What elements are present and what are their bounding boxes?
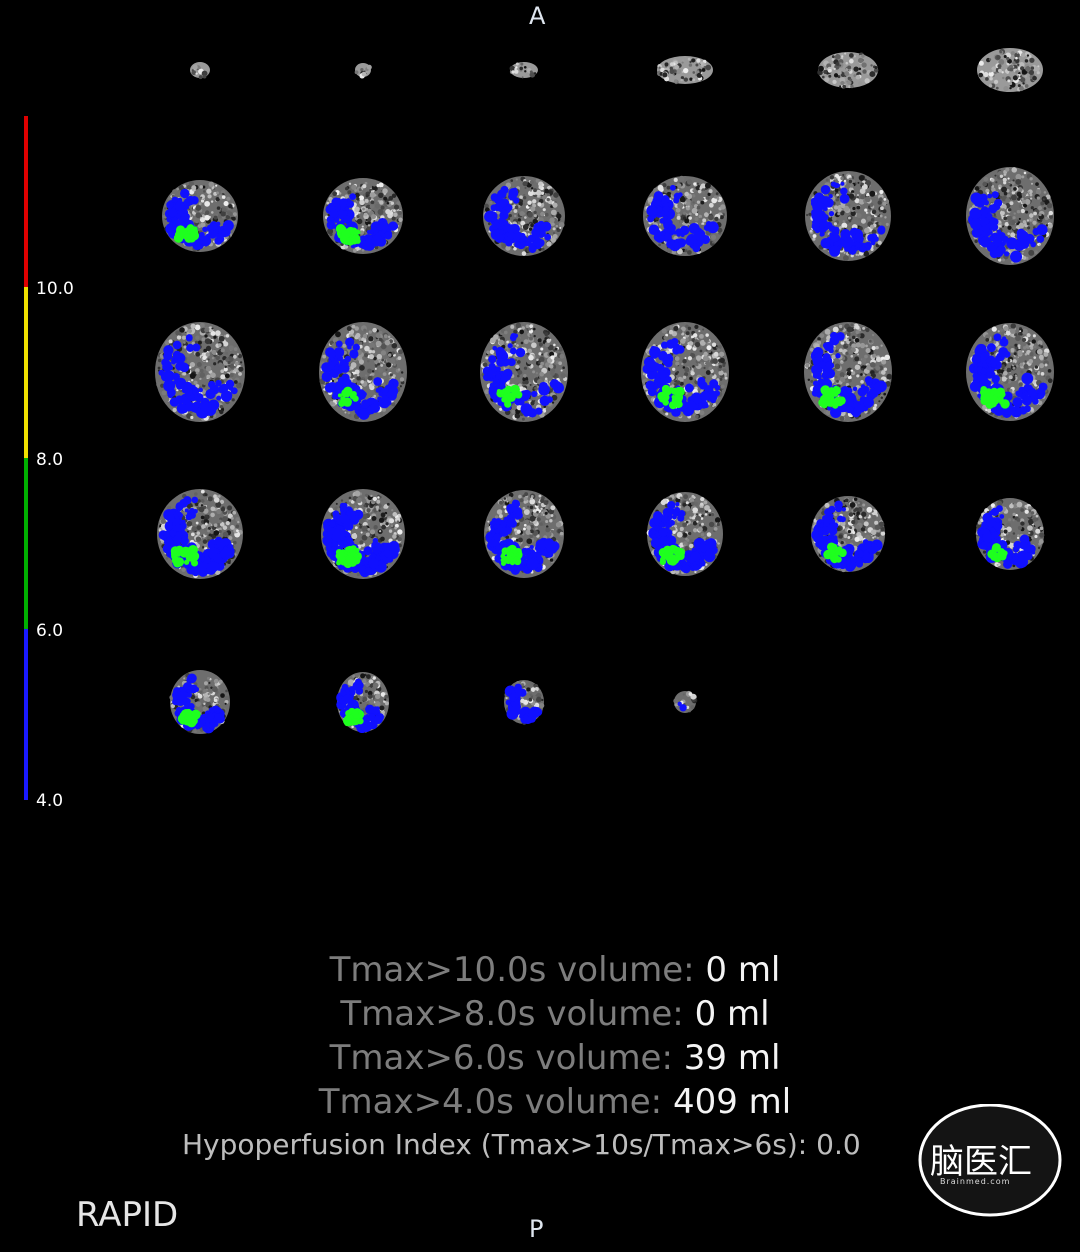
colorbar-segment-red <box>24 116 28 287</box>
brain-slice-thumbnail <box>817 52 879 89</box>
brain-slice-thumbnail <box>323 178 403 254</box>
colorbar-tick-10: 10.0 <box>36 279 74 299</box>
result-line-tmax8: Tmax>8.0s volume: 0 ml <box>0 992 1080 1036</box>
result-label: Tmax>8.0s volume: <box>340 994 684 1034</box>
brain-slice-thumbnail <box>157 489 243 579</box>
result-line-tmax10: Tmax>10.0s volume: 0 ml <box>0 948 1080 992</box>
brain-slice-thumbnail <box>319 322 407 422</box>
colorbar-tick-8: 8.0 <box>36 450 64 470</box>
perfusion-slice-grid <box>155 48 1054 734</box>
brain-slice-thumbnail <box>504 680 545 726</box>
brain-slice-thumbnail <box>321 489 405 579</box>
colorbar-tick-6: 6.0 <box>36 621 64 641</box>
brain-slice-thumbnail <box>169 670 230 734</box>
result-line-tmax6: Tmax>6.0s volume: 39 ml <box>0 1036 1080 1080</box>
brain-slice-thumbnail <box>673 690 698 713</box>
brainmed-watermark: 脑医汇 Brainmed.com <box>918 1103 1062 1218</box>
tmax-colorbar <box>24 116 28 800</box>
brain-slice-thumbnail <box>656 56 713 85</box>
brain-slice-thumbnail <box>966 167 1054 265</box>
colorbar-tick-4: 4.0 <box>36 791 64 811</box>
brain-slice-thumbnail <box>484 490 564 578</box>
result-label: Tmax>6.0s volume: <box>329 1038 673 1078</box>
brain-slice-thumbnail <box>509 62 538 79</box>
anterior-label: A <box>529 2 546 30</box>
watermark-circle-icon <box>918 1103 1062 1217</box>
brain-slice-thumbnail <box>155 322 245 422</box>
hypoperfusion-index: Hypoperfusion Index (Tmax>10s/Tmax>6s): … <box>182 1128 861 1161</box>
posterior-label: P <box>529 1215 544 1243</box>
result-value: 39 ml <box>683 1038 781 1078</box>
brain-slice-thumbnail <box>336 672 389 734</box>
brain-slice-thumbnail <box>162 180 238 252</box>
brain-slice-thumbnail <box>483 176 565 256</box>
rapid-brand-label: RAPID <box>76 1195 179 1235</box>
result-label: Tmax>4.0s volume: <box>318 1082 663 1122</box>
perfusion-results: Tmax>10.0s volume: 0 ml Tmax>8.0s volume… <box>0 948 1080 1124</box>
colorbar-segment-blue <box>24 629 28 800</box>
brain-slice-thumbnail <box>190 62 210 80</box>
result-value: 0 ml <box>705 950 781 990</box>
brain-slice-thumbnail <box>354 63 372 79</box>
brain-slice-thumbnail <box>641 322 729 422</box>
brain-slice-thumbnail <box>811 496 886 573</box>
result-label: Tmax>10.0s volume: <box>329 950 695 990</box>
brain-slice-thumbnail <box>805 171 891 261</box>
brain-slice-thumbnail <box>643 175 727 256</box>
brain-slice-thumbnail <box>804 322 893 422</box>
result-value: 409 ml <box>672 1082 792 1122</box>
brain-slice-thumbnail <box>646 492 723 576</box>
brain-slice-thumbnail <box>966 323 1054 421</box>
colorbar-segment-yellow <box>24 287 28 458</box>
brain-slice-thumbnail <box>977 48 1043 92</box>
watermark-url: Brainmed.com <box>940 1177 1011 1186</box>
brain-slice-thumbnail <box>975 498 1045 570</box>
brain-slice-thumbnail <box>480 322 568 422</box>
result-value: 0 ml <box>694 994 770 1034</box>
colorbar-segment-green <box>24 458 28 629</box>
watermark-text: 脑医汇 <box>930 1142 1032 1182</box>
result-line-tmax4: Tmax>4.0s volume: 409 ml <box>0 1080 1080 1124</box>
